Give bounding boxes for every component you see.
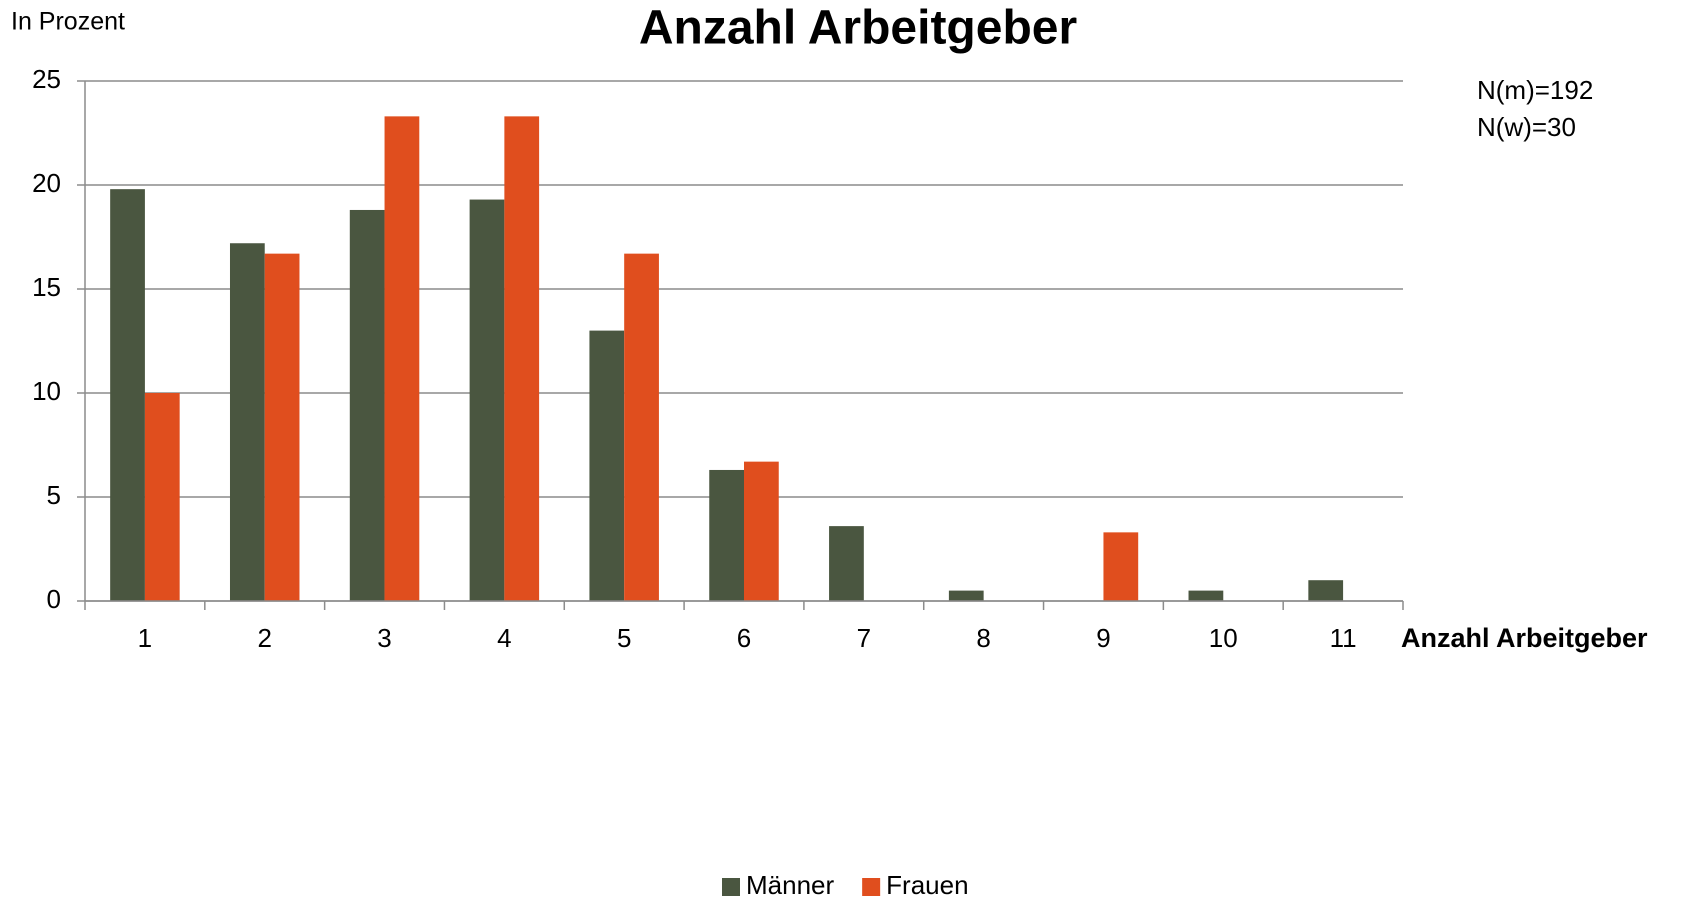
bar xyxy=(229,243,265,602)
x-tick-label: 3 xyxy=(377,623,391,653)
x-tick-label: 5 xyxy=(617,623,631,653)
legend-label: Männer xyxy=(746,870,834,899)
x-tick-label: 1 xyxy=(138,623,152,653)
x-tick-label: 10 xyxy=(1209,623,1238,653)
annotation: N(w)=30 xyxy=(1477,112,1576,142)
annotation: N(m)=192 xyxy=(1477,75,1593,105)
chart-title: Anzahl Arbeitgeber xyxy=(639,2,1077,55)
bar xyxy=(1103,532,1139,601)
bar xyxy=(469,199,505,601)
y-tick-label: 15 xyxy=(32,272,61,302)
bar xyxy=(384,116,420,602)
x-tick-label: 11 xyxy=(1330,623,1357,653)
bar xyxy=(144,393,180,601)
y-tick-label: 5 xyxy=(47,480,61,510)
y-tick-label: 25 xyxy=(32,64,61,94)
bar xyxy=(709,469,744,601)
x-tick-label: 2 xyxy=(257,623,271,653)
bar xyxy=(264,253,300,601)
bar xyxy=(624,253,659,601)
y-tick-label: 20 xyxy=(32,168,61,198)
x-axis-label: Anzahl Arbeitgeber xyxy=(1401,623,1648,653)
y-tick-label: 10 xyxy=(32,376,61,406)
bar xyxy=(744,461,779,601)
bar xyxy=(110,189,145,601)
x-tick-label: 6 xyxy=(737,623,751,653)
x-tick-label: 4 xyxy=(497,623,511,653)
legend-swatch xyxy=(722,878,740,896)
bar xyxy=(1188,590,1224,601)
legend-label: Frauen xyxy=(886,870,968,899)
bar xyxy=(504,116,540,602)
x-tick-label: 9 xyxy=(1096,623,1110,653)
bar xyxy=(829,526,864,601)
bar xyxy=(948,590,984,601)
y-axis-label: In Prozent xyxy=(11,8,125,36)
bar xyxy=(589,330,625,601)
x-tick-label: 8 xyxy=(976,623,990,653)
legend-swatch xyxy=(862,878,881,896)
y-tick-label: 0 xyxy=(47,584,61,614)
x-tick-label: 7 xyxy=(857,623,871,653)
bar xyxy=(1308,580,1344,601)
bar xyxy=(349,209,385,601)
